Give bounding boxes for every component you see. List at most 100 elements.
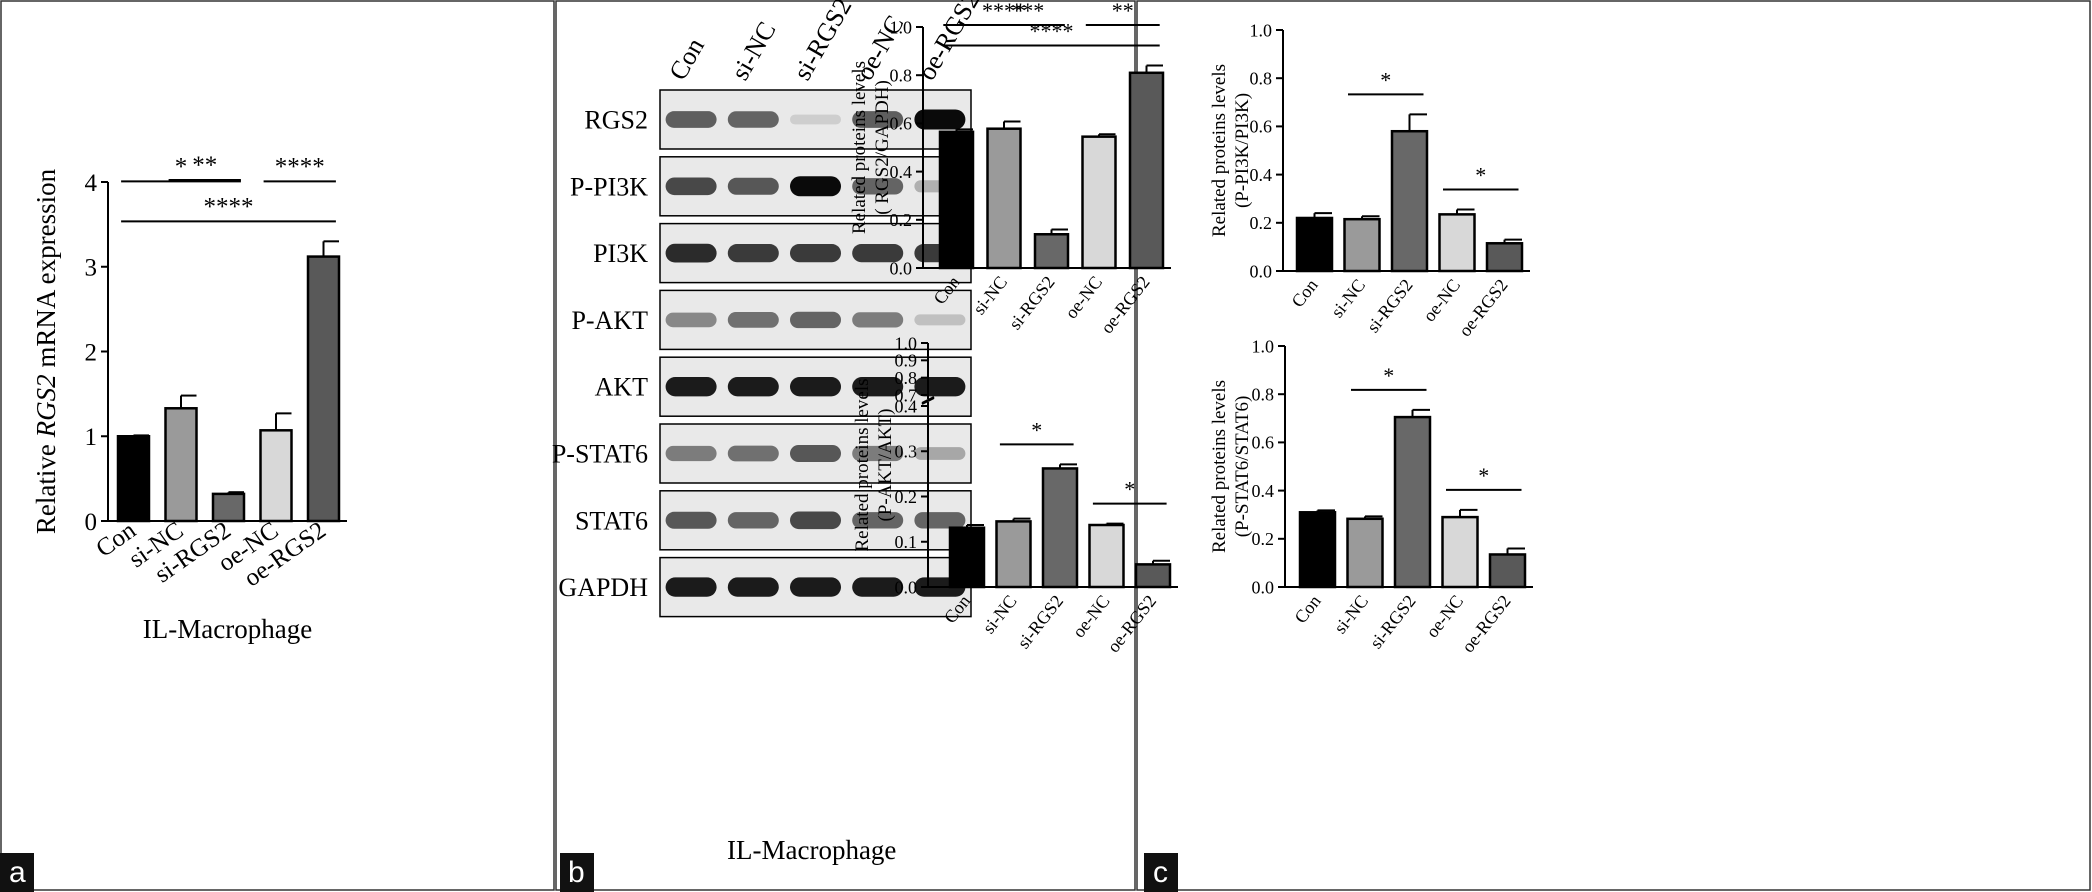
- y-tick-label: 0: [85, 509, 98, 536]
- blot-row-label: GAPDH: [558, 573, 648, 602]
- y-axis-label-line: Related proteins levels: [852, 378, 873, 551]
- y-tick-label: 0.0: [890, 258, 913, 278]
- bar: [1438, 213, 1476, 273]
- blot-row-label: AKT: [595, 373, 649, 402]
- y-tick-label: 0.8: [890, 66, 913, 86]
- y-axis-label-part: mRNA expression: [31, 168, 61, 374]
- y-axis-label: Relative RGS2 mRNA expression: [31, 168, 61, 534]
- y-axis-label: Related proteins levels (P-STAT6/STAT6): [1209, 380, 1253, 553]
- bar: [1033, 233, 1070, 270]
- bar: [995, 520, 1032, 589]
- blot-band: [665, 577, 717, 597]
- blot-band: [789, 445, 842, 462]
- bar: [1081, 135, 1117, 270]
- bar: [1343, 217, 1381, 273]
- bar: [1393, 415, 1432, 589]
- y-tick-label: 1.0: [895, 333, 918, 353]
- y-tick-label: 3: [85, 255, 98, 282]
- blot-band: [852, 111, 904, 128]
- panel-b-letter: b: [560, 853, 594, 892]
- blot-band: [789, 114, 842, 125]
- significance-label: *: [1478, 463, 1489, 488]
- blot-row-label: PI3K: [593, 239, 648, 268]
- y-tick-label: 0.2: [1252, 529, 1275, 549]
- blot-footer: IL-Macrophage: [727, 835, 896, 865]
- bar: [1128, 71, 1165, 270]
- y-tick-label: 0.8: [895, 368, 918, 388]
- y-axis-label-line: Related proteins levels: [849, 61, 870, 234]
- significance-label: ****: [982, 0, 1026, 23]
- blot-band: [914, 447, 966, 460]
- y-tick-label: 0.7: [895, 385, 918, 405]
- y-tick-label: 0.0: [895, 577, 918, 597]
- blot-row-label: P-STAT6: [552, 440, 648, 469]
- significance-label: ***: [1011, 0, 1044, 23]
- svg-text:a: a: [9, 856, 26, 889]
- blot-row-label: P-PI3K: [570, 172, 648, 201]
- blot-band: [914, 109, 966, 130]
- y-tick-label: 4: [85, 170, 98, 197]
- blot-band: [789, 377, 842, 397]
- significance-label: ****: [1030, 19, 1074, 44]
- bar: [1441, 515, 1479, 589]
- blot-band: [789, 511, 842, 530]
- y-tick-label: 0.2: [895, 487, 918, 507]
- blot-band: [665, 243, 717, 263]
- panel-c-letter: c: [1144, 853, 1178, 892]
- y-tick-label: 0.0: [1250, 261, 1273, 281]
- bar: [164, 407, 198, 523]
- blot-band: [852, 577, 904, 597]
- blot-band: [727, 312, 779, 328]
- blot-band: [727, 177, 779, 195]
- significance-label: *: [1475, 163, 1486, 188]
- bar: [1390, 129, 1429, 273]
- bar: [116, 435, 151, 523]
- x-axis-label: IL-Macrophage: [143, 614, 312, 644]
- bar: [1298, 511, 1337, 589]
- bar: [1295, 216, 1334, 273]
- y-tick-label: 0.6: [890, 114, 913, 134]
- blot-band: [665, 511, 717, 529]
- y-tick-label: 2: [85, 339, 98, 366]
- y-tick-label: 0.4: [890, 162, 913, 182]
- y-tick-label: 0.0: [1252, 577, 1275, 597]
- panel-c-frame: [1136, 0, 2091, 891]
- bar: [1485, 242, 1524, 273]
- bar: [1488, 553, 1527, 589]
- bar: [1088, 523, 1125, 589]
- y-tick-label: 0.3: [895, 442, 918, 462]
- blot-band: [789, 577, 842, 597]
- panel-a-letter: a: [0, 853, 34, 892]
- significance-label: *: [175, 153, 188, 180]
- y-tick-label: 0.2: [1250, 213, 1273, 233]
- blot-band: [852, 312, 904, 328]
- blot-row-label: P-AKT: [571, 306, 648, 335]
- blot-band: [727, 244, 779, 263]
- y-tick-label: 0.4: [1250, 165, 1273, 185]
- y-tick-label: 1.0: [890, 17, 913, 37]
- y-tick-label: 1: [85, 424, 98, 451]
- blot-band: [665, 312, 717, 328]
- blot-band: [665, 445, 717, 462]
- svg-text:b: b: [568, 856, 585, 889]
- bar: [259, 429, 293, 523]
- significance-label: **: [1112, 0, 1134, 23]
- bar: [986, 127, 1022, 270]
- y-axis-label-part: Relative: [31, 437, 61, 534]
- bar: [1041, 467, 1079, 589]
- bar: [1134, 563, 1172, 589]
- bar: [211, 492, 246, 523]
- blot-band: [665, 177, 717, 196]
- y-tick-label: 1.0: [1250, 20, 1273, 40]
- blot-row-label: RGS2: [584, 106, 648, 135]
- y-tick-label: 0.6: [1252, 433, 1275, 453]
- y-tick-label: 0.2: [890, 210, 913, 230]
- y-axis-label: Related proteins levels (P-PI3K/PI3K): [1209, 64, 1253, 237]
- blot-band: [852, 377, 904, 397]
- y-tick-label: 0.4: [895, 396, 918, 416]
- y-axis-label: Related proteins levels( RGS2/GAPDH): [849, 61, 893, 234]
- y-axis-label-line: Related proteins levels: [1209, 64, 1230, 237]
- blot-band: [789, 311, 842, 329]
